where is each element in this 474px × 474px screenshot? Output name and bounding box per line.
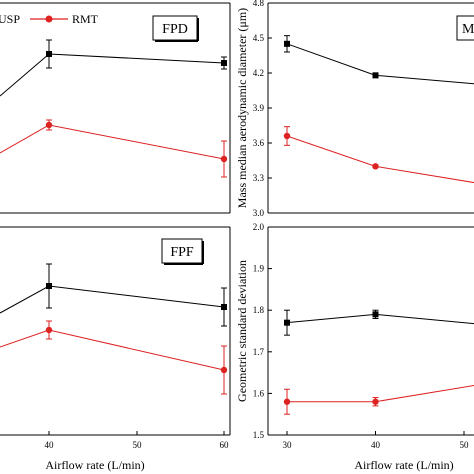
gsd-ytick-label: 1.7 — [253, 347, 265, 357]
gsd-ytick-label: 1.6 — [253, 388, 265, 398]
mmad-usp-line — [286, 43, 474, 85]
panel-fpf-label: FPF — [170, 245, 194, 260]
fpf-xtick-label-40: 40 — [45, 440, 55, 450]
panel-fpd-label: FPD — [162, 22, 188, 37]
fpd-rmt-point-60 — [220, 155, 228, 163]
panel-gsd-xlabel: Airflow rate (L/min) — [354, 458, 453, 472]
gsd-ytick-label: 2.0 — [253, 222, 265, 232]
panel-mmad-label: M — [462, 22, 474, 37]
fpf-rmt-point-60 — [220, 366, 228, 374]
mmad-rmt-point — [372, 163, 379, 170]
fpf-rmt-point-40 — [45, 326, 53, 334]
gsd-usp-point — [372, 311, 379, 318]
mmad-ytick-label: 3.6 — [253, 138, 265, 148]
legend: USP RMT — [0, 12, 99, 26]
gsd-usp-point — [284, 319, 290, 326]
gsd-rmt-line — [287, 385, 474, 403]
mmad-rmt-line — [286, 135, 474, 184]
panel-fpd-label-box — [152, 15, 198, 41]
legend-rmt-label: RMT — [72, 12, 99, 26]
panel-mmad-series — [283, 35, 474, 184]
fpf-usp-point-60 — [221, 304, 227, 310]
mmad-ytick-label: 3.9 — [253, 103, 265, 113]
mmad-ytick-label: 4.5 — [253, 33, 265, 43]
fpd-rmt-point-40 — [45, 121, 53, 129]
panel-mmad-label-box — [456, 15, 474, 41]
panel-gsd-xticks: 30 40 50 — [283, 431, 470, 450]
mmad-usp-point — [284, 40, 290, 47]
fpf-xtick-label-50: 50 — [133, 440, 143, 450]
fpd-usp-point-40 — [46, 51, 52, 57]
mmad-ytick-label: 3.0 — [253, 208, 265, 218]
gsd-ytick-label: 1.9 — [253, 264, 265, 274]
panel-gsd-yticks: 1.5 1.6 1.7 1.8 1.9 2.0 — [253, 222, 272, 440]
fpf-rmt-line — [0, 329, 225, 371]
fpd-usp-line — [0, 53, 225, 97]
legend-rmt-marker — [45, 15, 53, 23]
mmad-usp-point — [372, 72, 379, 79]
gsd-rmt-point — [372, 398, 379, 405]
gsd-xtick-label: 30 — [283, 440, 293, 450]
fpd-rmt-line — [0, 124, 225, 160]
legend-usp-label: USP — [0, 12, 20, 26]
gsd-ytick-label: 1.8 — [253, 305, 265, 315]
panel-mmad-yticks: 3.0 3.3 3.6 3.9 4.2 4.5 4.8 — [253, 0, 272, 218]
panel-gsd-series — [283, 309, 474, 415]
gsd-usp-line — [286, 313, 474, 325]
fpf-xtick-label-60: 60 — [220, 440, 230, 450]
mmad-rmt-point — [283, 132, 291, 140]
gsd-xtick-label: 50 — [460, 440, 470, 450]
fpd-usp-point-60 — [221, 60, 227, 66]
panel-gsd-ylabel: Geometric standard deviation — [235, 260, 249, 402]
panel-gsd: Geometric standard deviation Airflow rat… — [235, 222, 474, 472]
panel-fpf: FPF 40 50 60 Airflow rate (L/min) — [0, 226, 231, 472]
mmad-ytick-label: 3.3 — [253, 173, 265, 183]
panel-fpd: FPD — [0, 2, 231, 214]
panel-fpf-xlabel: Airflow rate (L/min) — [45, 458, 144, 472]
panel-mmad: M Mass median aerodynamic diameter (μm) … — [235, 0, 474, 218]
panel-mmad-ylabel: Mass median aerodynamic diameter (μm) — [235, 8, 249, 208]
fpf-usp-point-40 — [46, 283, 52, 289]
gsd-rmt-point — [283, 398, 291, 405]
mmad-ytick-label: 4.8 — [253, 0, 265, 8]
gsd-xtick-label: 40 — [371, 440, 381, 450]
gsd-ytick-label: 1.5 — [253, 430, 265, 440]
mmad-ytick-label: 4.2 — [253, 68, 264, 78]
fpf-usp-line — [0, 285, 225, 314]
